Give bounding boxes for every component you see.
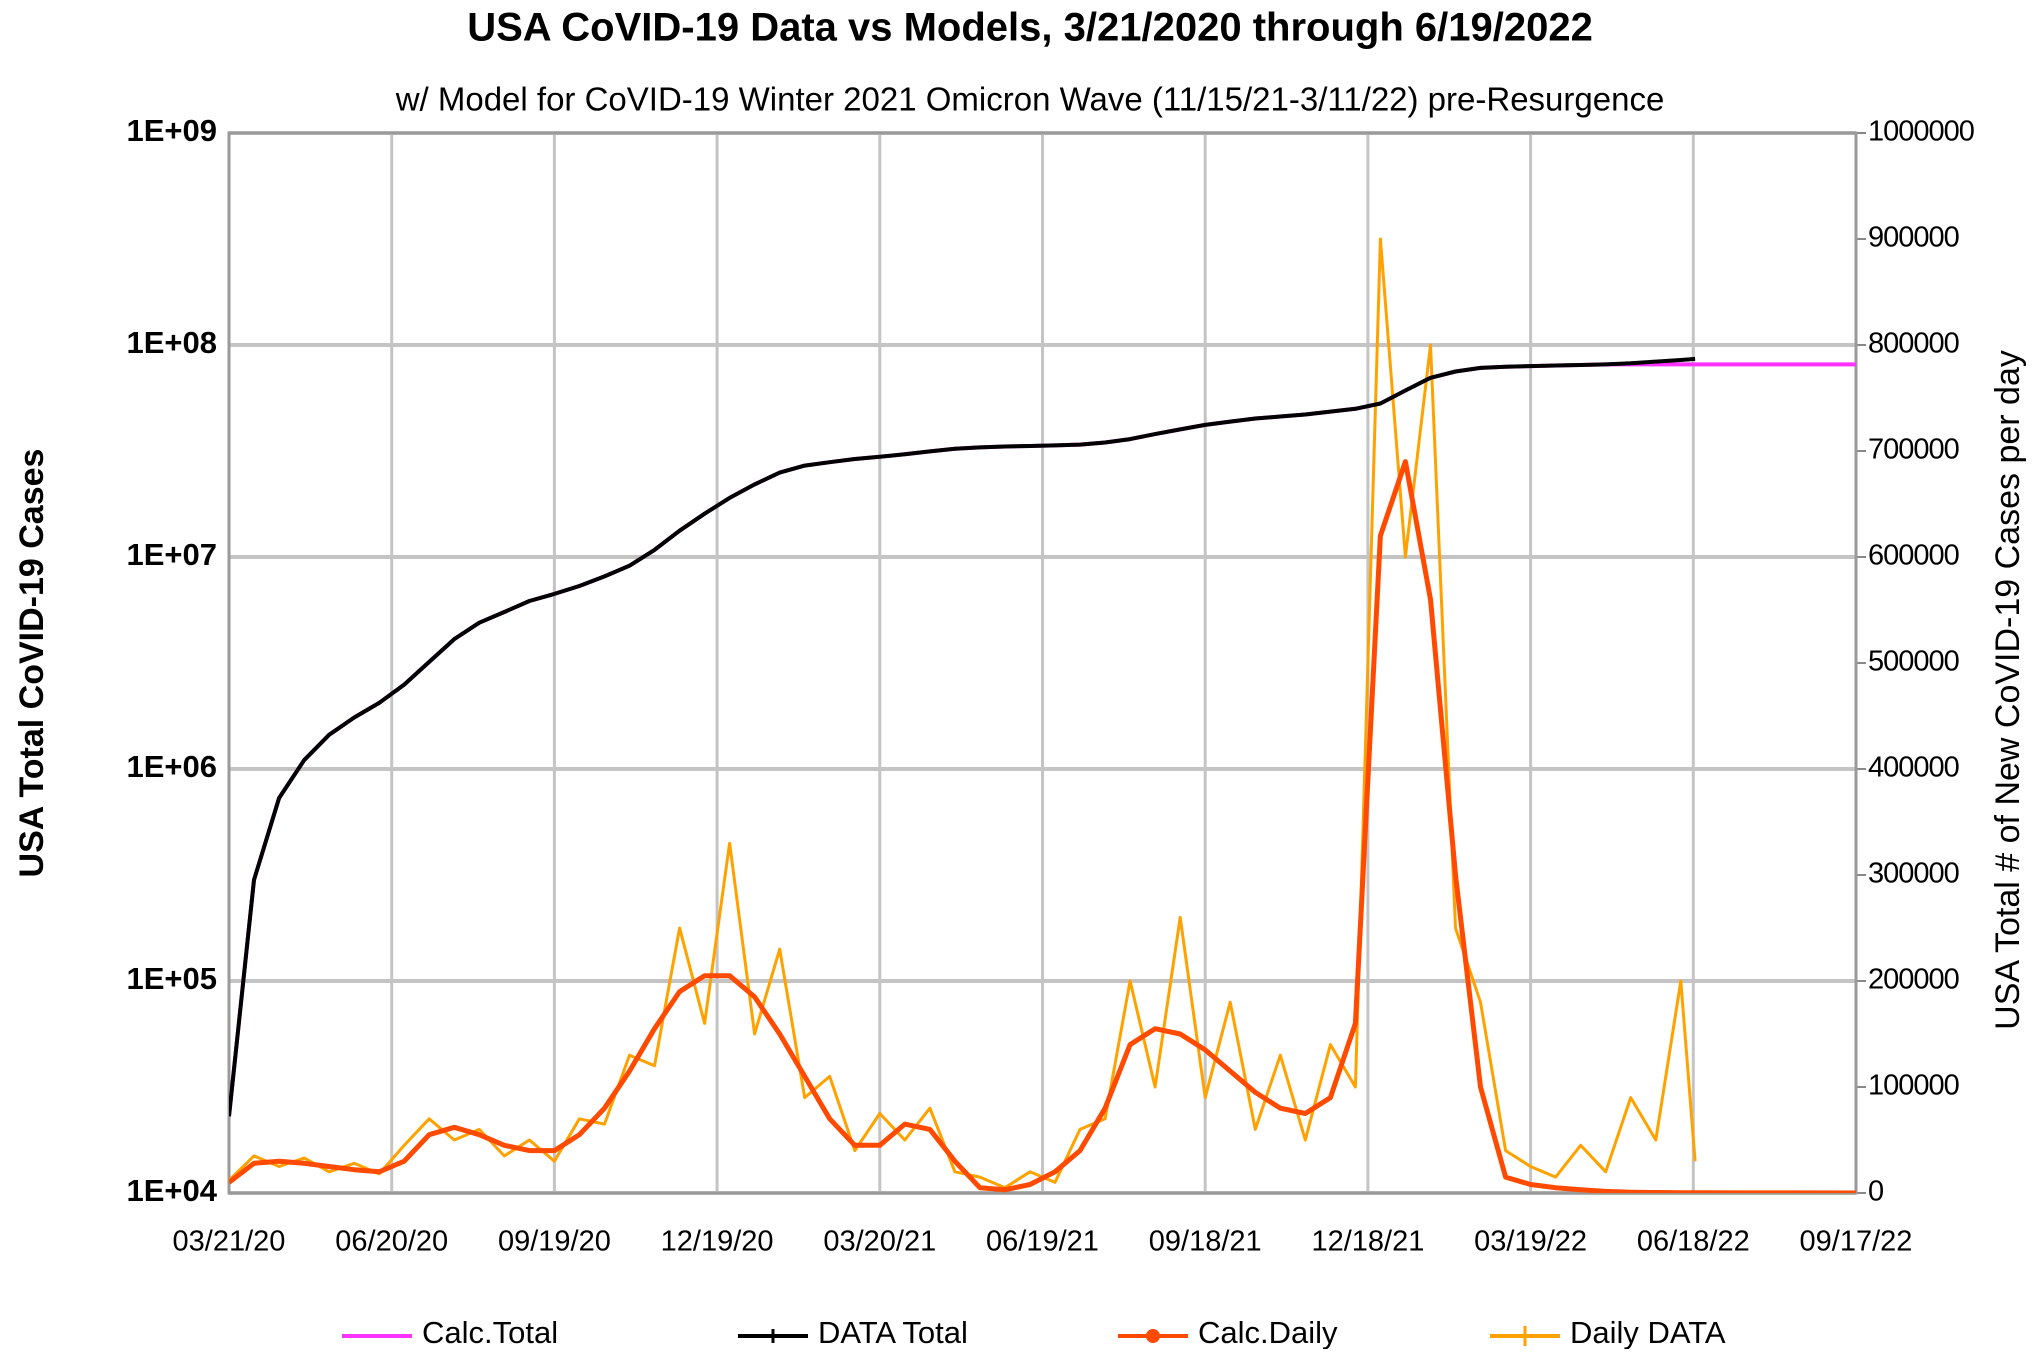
y2-axis-label: USA Total # of New CoVID-19 Cases per da…: [1989, 350, 2027, 1030]
series-line: [229, 459, 1856, 1193]
x-tick-label: 03/19/22: [1474, 1226, 1587, 1258]
y-tick-label: 1E+09: [126, 113, 217, 148]
y2-tick-label: 100000: [1868, 1070, 1959, 1102]
plot-frame: [227, 131, 1858, 1195]
y-axis-label: USA Total CoVID-19 Cases: [13, 449, 51, 878]
y2-tick-label: 800000: [1868, 328, 1959, 360]
legend-marker: [1146, 1329, 1160, 1343]
x-tick-label: 09/18/21: [1149, 1226, 1262, 1258]
chart-subtitle: w/ Model for CoVID-19 Winter 2021 Omicro…: [395, 81, 1665, 118]
y-tick-label: 1E+04: [126, 1173, 217, 1208]
y-tick-label: 1E+07: [126, 537, 217, 572]
x-tick-label: 09/19/20: [498, 1226, 611, 1258]
y2-tick-label: 600000: [1868, 540, 1959, 572]
y2-tick-label: 700000: [1868, 434, 1959, 466]
y2-tick-label: 300000: [1868, 858, 1959, 890]
series-line: [229, 356, 1696, 1117]
x-tick-label: 12/18/21: [1311, 1226, 1424, 1258]
y2-tick-label: 900000: [1868, 222, 1959, 254]
x-tick-label: 06/19/21: [986, 1226, 1099, 1258]
y2-tick-label: 1000000: [1868, 116, 1974, 148]
x-tick-label: 12/19/20: [661, 1226, 774, 1258]
x-tick-label: 09/17/22: [1800, 1226, 1913, 1258]
x-tick-label: 06/20/20: [335, 1226, 448, 1258]
y2-tick-label: 0: [1868, 1176, 1883, 1208]
x-tick-label: 03/21/20: [173, 1226, 286, 1258]
y-tick-label: 1E+06: [126, 749, 217, 784]
x-tick-label: 03/20/21: [823, 1226, 936, 1258]
chart-title: USA CoVID-19 Data vs Models, 3/21/2020 t…: [467, 6, 1593, 50]
y2-tick-label: 200000: [1868, 964, 1959, 996]
y-tick-label: 1E+05: [126, 961, 217, 996]
legend-label: Calc.Total: [422, 1315, 558, 1349]
y2-tick-label: 500000: [1868, 646, 1959, 678]
y-tick-label: 1E+08: [126, 325, 217, 360]
y2-tick-label: 400000: [1868, 752, 1959, 784]
x-tick-label: 06/18/22: [1637, 1226, 1750, 1258]
legend-label: DATA Total: [818, 1315, 968, 1349]
legend-label: Daily DATA: [1570, 1315, 1726, 1349]
legend-label: Calc.Daily: [1198, 1315, 1338, 1349]
